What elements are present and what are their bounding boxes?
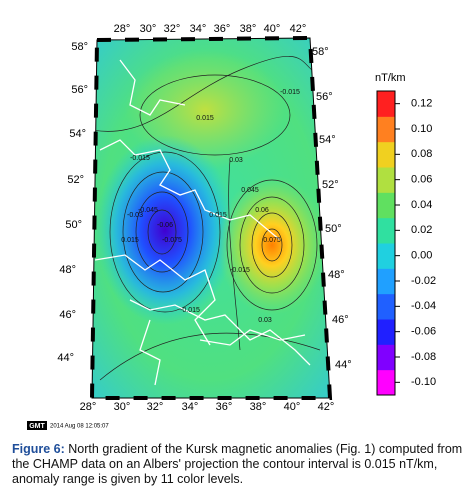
colorbar-swatch [377,319,395,345]
contour-label: 0.015 [196,115,214,122]
contour-label: -0.015 [280,89,300,96]
colorbar-tick-label: 0.06 [411,174,432,186]
lat-label: 44° [57,352,74,364]
contour-label: 0.06 [255,207,269,214]
contour-label: -0.015 [180,307,200,314]
colorbar-swatch [377,141,395,168]
colorbar-swatch [377,192,395,219]
contour-label: -0.075 [162,237,182,244]
lon-label: 30° [114,401,131,413]
caption-text: North gradient of the Kursk magnetic ano… [12,442,463,486]
colorbar-tick-label: 0.04 [411,199,432,211]
lon-label: 30° [140,23,157,35]
lon-label: 40° [284,401,301,413]
lat-label: 46° [332,314,349,326]
lon-label: 34° [182,401,199,413]
colorbar-swatch [377,344,395,371]
colorbar-tick-label: -0.08 [411,351,436,363]
lon-label: 40° [264,23,281,35]
lat-label: 48° [59,264,76,276]
lat-label: 48° [328,269,345,281]
colorbar-swatch [377,268,395,295]
lat-label: 56° [316,91,333,103]
lat-label: 52° [322,179,339,191]
contour-label: -0.03 [127,212,143,219]
colorbar-tick-label: -0.04 [411,300,436,312]
lon-label: 38° [240,23,257,35]
colorbar-tick-label: -0.06 [411,326,436,338]
colorbar-swatch [377,293,395,320]
lat-label: 50° [65,219,82,231]
colorbar-frame [376,90,396,396]
colorbar-swatch [377,91,395,117]
colorbar-tick-label: -0.10 [411,376,436,388]
lon-label: 32° [164,23,181,35]
figure: nT/km 28° 30° 32° 34° 36° 38° 40° 42° 28° 30° 32° 3… [27,23,436,430]
lon-label: 28° [114,23,131,35]
lon-label: 36° [214,23,231,35]
lon-label: 36° [216,401,233,413]
lon-label: 38° [250,401,267,413]
lat-label: 58° [312,46,329,58]
colorbar-tick-label: 0.00 [411,250,432,262]
contour-label: 0.015 [209,212,227,219]
lat-label: 44° [335,359,352,371]
contour-label: 0.03 [229,157,243,164]
contour-label: 0.015 [121,237,139,244]
lat-label: 54° [69,128,86,140]
lon-label: 32° [147,401,164,413]
colorbar-tick-label: 0.08 [411,148,432,160]
caption-label: Figure 6: [12,442,65,456]
contour-label: -0.015 [130,155,150,162]
caption: Figure 6: North gradient of the Kursk ma… [12,442,464,487]
colorbar-swatch [377,116,395,143]
lon-label: 42° [290,23,307,35]
colorbar-swatch [377,243,395,269]
colorbar-tick-label: -0.02 [411,275,436,287]
map-field [92,38,330,398]
colorbar-tick-label: 0.02 [411,224,432,236]
contour-label: -0.045 [138,207,158,214]
colorbar-tick-label: 0.10 [411,123,432,135]
lat-label: 46° [59,309,76,321]
stamp-logo: GMT [29,423,45,430]
lon-label: 34° [190,23,207,35]
stamp-logo-box [27,421,47,430]
contour-label: -0.015 [230,267,250,274]
colorbar-swatch [377,369,395,396]
stamp: 2014 Aug 08 12:05:07 [50,424,109,430]
colorbar-unit: nT/km [375,72,406,84]
contour-label: 0.03 [258,317,272,324]
lat-label: 58° [71,41,88,53]
contour-label: -0.06 [157,222,173,229]
contour-label: 0.045 [241,187,259,194]
lat-label: 50° [325,223,342,235]
colorbar-tick-label: 0.12 [411,98,432,110]
lat-label: 56° [71,84,88,96]
colorbar-swatch [377,167,395,193]
lat-label: 52° [67,174,84,186]
contour-label: 0.075 [263,237,281,244]
lon-label: 42° [318,401,335,413]
lat-label: 54° [319,134,336,146]
lon-label: 28° [80,401,97,413]
colorbar-swatch [377,217,395,244]
